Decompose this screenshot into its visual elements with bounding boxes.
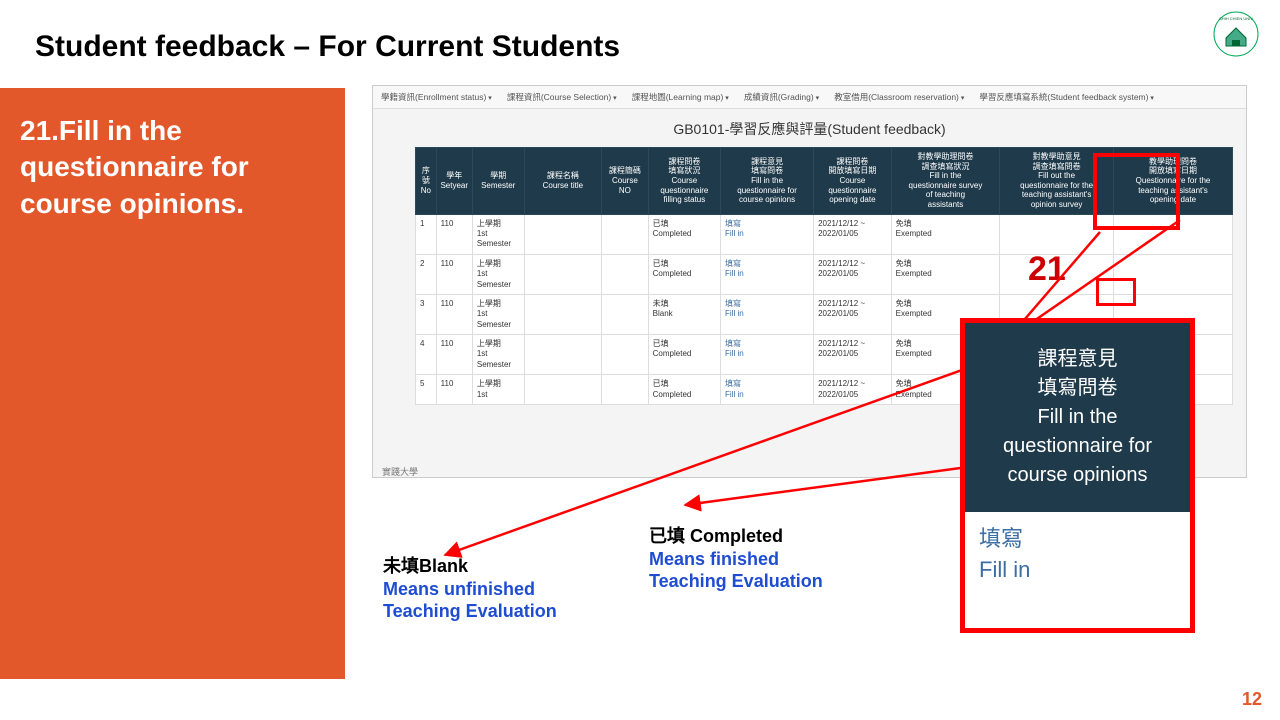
- step-number-overlay: 21: [1028, 250, 1066, 289]
- cell-filling-status: 已填Completed: [648, 214, 720, 254]
- cell-ta-survey: 免填Exempted: [891, 254, 1000, 294]
- cell-no: 2: [416, 254, 437, 294]
- cell-cno: [602, 214, 649, 254]
- cell-sem: 上學期1stSemester: [472, 254, 524, 294]
- cell-cno: [602, 254, 649, 294]
- cell-title: [524, 294, 602, 334]
- cell-title: [524, 254, 602, 294]
- cell-fill-in-link[interactable]: 填寫Fill in: [721, 214, 814, 254]
- cell-ta-survey: 免填Exempted: [891, 214, 1000, 254]
- cell-fill-in-link[interactable]: 填寫Fill in: [721, 375, 814, 405]
- th-filling-status: 課程問卷填寫狀況Coursequestionnairefilling statu…: [648, 148, 720, 215]
- instruction-text: 21.Fill in the questionnaire for course …: [20, 113, 325, 222]
- cell-sem: 上學期1stSemester: [472, 294, 524, 334]
- callout-h3: Fill in the: [975, 403, 1180, 432]
- anno-comp-line2: Teaching Evaluation: [649, 570, 823, 593]
- anno-comp-line1: Means finished: [649, 548, 823, 571]
- callout-b1: 填寫: [979, 524, 1176, 555]
- cell-date: 2021/12/12 ~2022/01/05: [814, 254, 892, 294]
- cell-ta-date: [1114, 254, 1233, 294]
- callout-b2: Fill in: [979, 555, 1176, 586]
- cell-ta-date: [1114, 214, 1233, 254]
- th-cno: 課程簡碼CourseNO: [602, 148, 649, 215]
- cell-ta-opinion: [1000, 214, 1114, 254]
- cell-fill-in-link[interactable]: 填寫Fill in: [721, 335, 814, 375]
- cell-cno: [602, 375, 649, 405]
- cell-title: [524, 214, 602, 254]
- nav-item[interactable]: 成績資訊(Grading): [744, 91, 819, 103]
- cell-no: 1: [416, 214, 437, 254]
- cell-filling-status: 未填Blank: [648, 294, 720, 334]
- anno-comp-title: 已填 Completed: [649, 525, 823, 548]
- cell-year: 110: [436, 294, 472, 334]
- cell-no: 4: [416, 335, 437, 375]
- page-subtitle: GB0101-學習反應與評量(Student feedback): [373, 109, 1246, 147]
- cell-year: 110: [436, 214, 472, 254]
- svg-text:SHIH CHIEN UNIV: SHIH CHIEN UNIV: [1219, 16, 1253, 21]
- nav-item[interactable]: 課程地圖(Learning map): [632, 91, 729, 103]
- cell-date: 2021/12/12 ~2022/01/05: [814, 335, 892, 375]
- cell-title: [524, 375, 602, 405]
- th-ta-survey: 對教學助理問卷調查填寫狀況Fill in thequestionnaire su…: [891, 148, 1000, 215]
- cell-date: 2021/12/12 ~2022/01/05: [814, 375, 892, 405]
- nav-item[interactable]: 課程資訊(Course Selection): [507, 91, 617, 103]
- cell-sem: 上學期1stSemester: [472, 214, 524, 254]
- page-number: 12: [1242, 689, 1262, 710]
- callout-course-opinion: 課程意見 填寫問卷 Fill in the questionnaire for …: [960, 318, 1195, 633]
- cell-year: 110: [436, 335, 472, 375]
- cell-title: [524, 335, 602, 375]
- annotation-completed: 已填 Completed Means finished Teaching Eva…: [649, 525, 823, 593]
- callout-h2: 填寫問卷: [975, 374, 1180, 403]
- th-year: 學年Setyear: [436, 148, 472, 215]
- cell-filling-status: 已填Completed: [648, 375, 720, 405]
- university-logo: SHIH CHIEN UNIV: [1212, 10, 1260, 58]
- cell-sem: 上學期1st: [472, 375, 524, 405]
- cell-no: 3: [416, 294, 437, 334]
- table-row: 1110上學期1stSemester 已填Completed填寫Fill in20…: [416, 214, 1233, 254]
- cell-fill-in-link[interactable]: 填寫Fill in: [721, 294, 814, 334]
- th-title: 課程名稱Course title: [524, 148, 602, 215]
- cell-cno: [602, 335, 649, 375]
- cell-year: 110: [436, 254, 472, 294]
- th-ta-date: 教學助理問卷開放填寫日期Questionnaire for theteachin…: [1114, 148, 1233, 215]
- callout-h1: 課程意見: [975, 345, 1180, 374]
- callout-h5: course opinions: [975, 461, 1180, 490]
- th-ta-opinion: 對教學助意見調查填寫問卷Fill out thequestionnaire fo…: [1000, 148, 1114, 215]
- nav-item[interactable]: 學籍資訊(Enrollment status): [381, 91, 492, 103]
- th-course-opinion: 課程意見填寫問卷Fill in thequestionnaire forcour…: [721, 148, 814, 215]
- anno-blank-title: 未填Blank: [383, 555, 557, 578]
- cell-date: 2021/12/12 ~2022/01/05: [814, 294, 892, 334]
- cell-filling-status: 已填Completed: [648, 335, 720, 375]
- nav-item[interactable]: 學習反應填寫系統(Student feedback system): [979, 91, 1154, 103]
- anno-blank-line2: Teaching Evaluation: [383, 600, 557, 623]
- instruction-panel: 21.Fill in the questionnaire for course …: [0, 88, 345, 679]
- cell-fill-in-link[interactable]: 填寫Fill in: [721, 254, 814, 294]
- footer-univ: 實踐大學: [382, 465, 418, 478]
- anno-blank-line1: Means unfinished: [383, 578, 557, 601]
- cell-date: 2021/12/12 ~2022/01/05: [814, 214, 892, 254]
- th-date: 課程問卷開放填寫日期Coursequestionnaireopening dat…: [814, 148, 892, 215]
- callout-h4: questionnaire for: [975, 432, 1180, 461]
- annotation-blank: 未填Blank Means unfinished Teaching Evalua…: [383, 555, 557, 623]
- cell-filling-status: 已填Completed: [648, 254, 720, 294]
- callout-body[interactable]: 填寫 Fill in: [965, 512, 1190, 598]
- cell-no: 5: [416, 375, 437, 405]
- th-sem: 學期Semester: [472, 148, 524, 215]
- nav-item[interactable]: 教室借用(Classroom reservation): [834, 91, 964, 103]
- cell-year: 110: [436, 375, 472, 405]
- callout-header: 課程意見 填寫問卷 Fill in the questionnaire for …: [965, 323, 1190, 512]
- nav-menu: 學籍資訊(Enrollment status) 課程資訊(Course Sele…: [373, 86, 1246, 109]
- page-title: Student feedback – For Current Students: [35, 30, 620, 64]
- cell-sem: 上學期1stSemester: [472, 335, 524, 375]
- cell-cno: [602, 294, 649, 334]
- th-no: 序號No: [416, 148, 437, 215]
- table-row: 2110上學期1stSemester 已填Completed填寫Fill in20…: [416, 254, 1233, 294]
